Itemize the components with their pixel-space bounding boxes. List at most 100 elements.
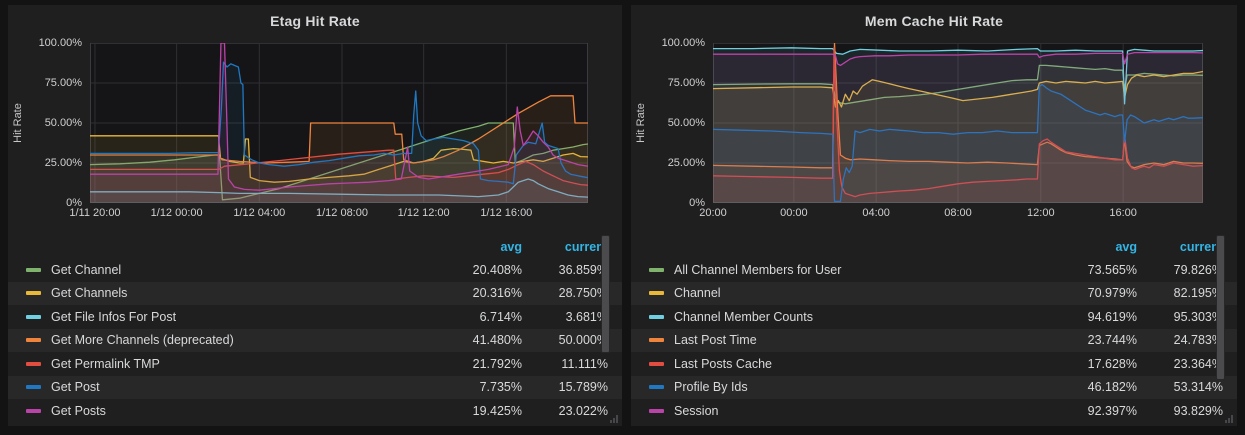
series-name[interactable]: Session bbox=[674, 403, 719, 418]
legend-row[interactable]: Get File Infos For Post 6.714% 3.681% bbox=[8, 305, 622, 329]
legend-rows: Get Channel 20.408% 36.859% Get Channels 20.… bbox=[8, 258, 622, 419]
x-axis-tick-label: 12:00 bbox=[1027, 207, 1055, 219]
x-axis-tick-label: 16:00 bbox=[1109, 207, 1137, 219]
x-axis-tick-label: 1/12 12:00 bbox=[397, 207, 450, 219]
legend-header: avg current bbox=[631, 235, 1237, 258]
series-color-swatch[interactable] bbox=[649, 267, 664, 272]
legend-rows: All Channel Members for User 73.565% 79.82… bbox=[631, 258, 1237, 419]
y-axis: 100.00% 75.00% 50.00% 25.00% 0% bbox=[651, 37, 713, 229]
series-avg-value: 7.735% bbox=[479, 380, 522, 395]
series-name[interactable]: Get Channels bbox=[51, 286, 128, 301]
series-name[interactable]: Get Post bbox=[51, 380, 100, 395]
legend-scrollbar[interactable] bbox=[1216, 235, 1225, 380]
series-line bbox=[90, 62, 588, 184]
x-axis-tick-label: 1/12 08:00 bbox=[315, 207, 368, 219]
legend-header-current[interactable]: current bbox=[1179, 239, 1223, 254]
legend-row[interactable]: Last Posts Cache 17.628% 23.364% bbox=[631, 352, 1237, 376]
y-axis-tick-label: 25.00% bbox=[667, 157, 705, 169]
series-color-swatch[interactable] bbox=[26, 314, 41, 319]
series-current-value: 93.829% bbox=[1173, 403, 1223, 418]
series-avg-value: 20.316% bbox=[472, 286, 522, 301]
legend-row[interactable]: Last Post Time 23.744% 24.783% bbox=[631, 328, 1237, 352]
x-axis-tick-label: 1/12 16:00 bbox=[480, 207, 533, 219]
legend-header: avg current bbox=[8, 235, 622, 258]
series-current-value: 50.000% bbox=[558, 333, 608, 348]
panel-etag-hit-rate: Etag Hit Rate Hit Rate 100.00% 75.00% 50.0… bbox=[8, 5, 622, 426]
panel-title[interactable]: Etag Hit Rate bbox=[270, 13, 360, 29]
legend-header-current[interactable]: current bbox=[564, 239, 608, 254]
y-axis-tick-label: 0% bbox=[689, 197, 705, 209]
series-avg-value: 17.628% bbox=[1087, 356, 1137, 371]
series-color-swatch[interactable] bbox=[26, 291, 41, 296]
series-name[interactable]: Last Post Time bbox=[674, 333, 757, 348]
series-color-swatch[interactable] bbox=[26, 385, 41, 390]
panel-title[interactable]: Mem Cache Hit Rate bbox=[864, 13, 1004, 29]
y-axis-tick-label: 100.00% bbox=[38, 37, 82, 49]
legend-row[interactable]: Get Post 7.735% 15.789% bbox=[8, 375, 622, 399]
y-axis-label: Hit Rate bbox=[635, 103, 647, 143]
series-avg-value: 70.979% bbox=[1087, 286, 1137, 301]
scrollbar-thumb[interactable] bbox=[1216, 235, 1225, 380]
series-avg-value: 41.480% bbox=[472, 333, 522, 348]
legend-scrollbar[interactable] bbox=[601, 235, 610, 353]
series-name[interactable]: Channel Member Counts bbox=[674, 309, 813, 324]
series-color-swatch[interactable] bbox=[649, 385, 664, 390]
series-current-value: 11.111% bbox=[561, 356, 608, 371]
series-area-fill bbox=[90, 179, 588, 203]
series-avg-value: 19.425% bbox=[472, 403, 522, 418]
series-current-value: 79.826% bbox=[1173, 262, 1223, 277]
legend-row[interactable]: Get Permalink TMP 21.792% 11.111% bbox=[8, 352, 622, 376]
series-color-swatch[interactable] bbox=[26, 361, 41, 366]
scrollbar-thumb[interactable] bbox=[601, 235, 610, 353]
series-name[interactable]: Get File Infos For Post bbox=[51, 309, 177, 324]
y-axis-tick-label: 50.00% bbox=[44, 117, 82, 129]
series-current-value: 36.859% bbox=[558, 262, 608, 277]
series-name[interactable]: Profile By Ids bbox=[674, 380, 748, 395]
legend-row[interactable]: Channel 70.979% 82.195% bbox=[631, 281, 1237, 305]
graph-plot-area[interactable] bbox=[90, 43, 588, 203]
y-axis-tick-label: 25.00% bbox=[44, 157, 82, 169]
series-name[interactable]: Get Channel bbox=[51, 262, 122, 277]
series-current-value: 53.314% bbox=[1173, 380, 1223, 395]
series-color-swatch[interactable] bbox=[26, 338, 41, 343]
legend-row[interactable]: Get Channel 20.408% 36.859% bbox=[8, 258, 622, 282]
series-name[interactable]: Get Posts bbox=[51, 403, 106, 418]
legend-row[interactable]: Get Channels 20.316% 28.750% bbox=[8, 281, 622, 305]
series-area-fill bbox=[713, 84, 1203, 203]
series-line bbox=[713, 85, 1203, 202]
series-line bbox=[713, 72, 1203, 108]
y-axis-tick-label: 100.00% bbox=[661, 37, 705, 49]
legend-row[interactable]: Get Posts 19.425% 23.022% bbox=[8, 399, 622, 419]
series-area-fill bbox=[713, 71, 1203, 203]
series-avg-value: 73.565% bbox=[1087, 262, 1137, 277]
legend-header-avg[interactable]: avg bbox=[1115, 239, 1137, 254]
series-color-swatch[interactable] bbox=[26, 408, 41, 413]
series-line bbox=[713, 43, 1203, 168]
series-name[interactable]: All Channel Members for User bbox=[674, 262, 842, 277]
x-axis-tick-label: 20:00 bbox=[699, 207, 727, 219]
series-color-swatch[interactable] bbox=[26, 267, 41, 272]
series-name[interactable]: Get More Channels (deprecated) bbox=[51, 333, 234, 348]
panel-resize-grip[interactable] bbox=[610, 414, 619, 423]
legend-header-avg[interactable]: avg bbox=[500, 239, 522, 254]
series-color-swatch[interactable] bbox=[649, 361, 664, 366]
series-avg-value: 21.792% bbox=[472, 356, 522, 371]
series-name[interactable]: Last Posts Cache bbox=[674, 356, 772, 371]
legend-row[interactable]: All Channel Members for User 73.565% 79.82… bbox=[631, 258, 1237, 282]
y-axis-tick-label: 0% bbox=[66, 197, 82, 209]
legend-row[interactable]: Get More Channels (deprecated) 41.480% 50.… bbox=[8, 328, 622, 352]
series-color-swatch[interactable] bbox=[649, 291, 664, 296]
graph-plot-area[interactable] bbox=[713, 43, 1203, 203]
chart-region: Hit Rate 100.00% 75.00% 50.00% 25.00% 0% 1/1… bbox=[8, 37, 622, 229]
series-color-swatch[interactable] bbox=[649, 338, 664, 343]
series-line bbox=[713, 53, 1203, 66]
series-name[interactable]: Get Permalink TMP bbox=[51, 356, 160, 371]
series-color-swatch[interactable] bbox=[649, 408, 664, 413]
legend-row[interactable]: Channel Member Counts 94.619% 95.303% bbox=[631, 305, 1237, 329]
panel-resize-grip[interactable] bbox=[1225, 414, 1234, 423]
legend-row[interactable]: Profile By Ids 46.182% 53.314% bbox=[631, 375, 1237, 399]
series-color-swatch[interactable] bbox=[649, 314, 664, 319]
legend-row[interactable]: Session 92.397% 93.829% bbox=[631, 399, 1237, 419]
series-name[interactable]: Channel bbox=[674, 286, 721, 301]
series-current-value: 3.681% bbox=[565, 309, 608, 324]
